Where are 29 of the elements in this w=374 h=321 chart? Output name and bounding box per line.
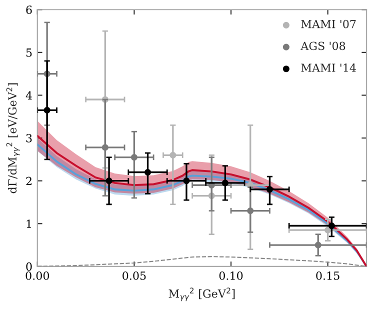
legend-label: MAMI '14 <box>301 64 356 72</box>
x-tick-label: 0.15 <box>316 271 340 280</box>
y-tick-label: 3 <box>26 134 32 142</box>
legend-label: MAMI '07 <box>301 20 356 28</box>
x-tick-label: 0.05 <box>122 271 146 280</box>
point <box>266 186 274 193</box>
y-axis-title: dΓ/dM$_{γγ}$$^{2}$ [eV/GeV$^{2}$] <box>6 83 20 194</box>
point <box>170 152 176 158</box>
y-tick-label: 6 <box>26 6 32 14</box>
x-tick-label: 0.10 <box>219 271 243 280</box>
point <box>328 222 335 230</box>
y-tick-label: 2 <box>26 176 32 186</box>
point <box>314 242 322 248</box>
x-tick-label: 0.00 <box>26 271 50 280</box>
point <box>324 226 332 234</box>
legend-label: AGS '08 <box>300 42 346 50</box>
point <box>102 144 108 151</box>
point <box>106 178 112 184</box>
point <box>247 207 254 214</box>
point <box>222 180 228 186</box>
point <box>183 178 190 184</box>
y-tick-label: 1 <box>26 220 31 228</box>
y-tick-label: 0 <box>26 262 32 271</box>
point <box>144 168 152 176</box>
y-tick-label: 4 <box>26 91 32 100</box>
point <box>130 154 138 161</box>
y-tick-label: 5 <box>26 48 32 57</box>
point <box>44 106 50 114</box>
x-axis-title: M$_{γγ}$$^{2}$ [GeV$^{2}$] <box>168 288 235 302</box>
